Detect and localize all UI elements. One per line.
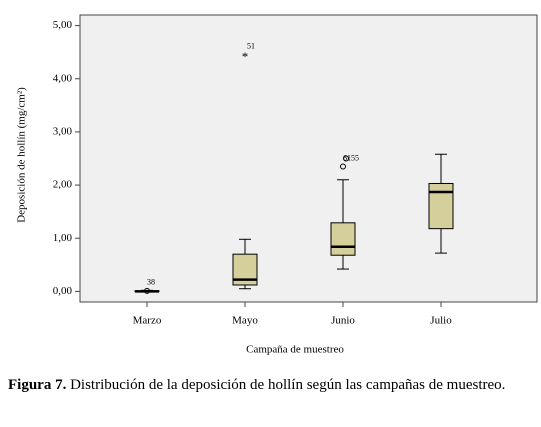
x-tick-label: Marzo xyxy=(133,315,162,327)
box xyxy=(330,222,356,256)
y-tick-label: 4,00 xyxy=(53,72,73,84)
y-tick-label: 2,00 xyxy=(53,179,73,191)
x-tick-label: Junio xyxy=(331,315,355,327)
y-axis-title: Deposición de hollín (mg/cm²) xyxy=(16,87,28,223)
outlier-label: 51 xyxy=(247,42,255,51)
outlier: * xyxy=(242,49,249,64)
caption-label: Figura 7. xyxy=(8,377,67,393)
plot-area xyxy=(79,14,538,303)
caption: Figura 7. Distribución de la deposición … xyxy=(8,376,530,395)
caption-text: Distribución de la deposición de hollín … xyxy=(70,377,506,393)
outlier xyxy=(144,287,150,294)
outlier xyxy=(340,163,346,170)
y-tick-label: 3,00 xyxy=(53,125,73,137)
chart: Deposición de hollín (mg/cm²) Campaña de… xyxy=(16,14,538,356)
box xyxy=(428,182,454,230)
x-tick-label: Mayo xyxy=(232,315,258,327)
x-tick-label: Julio xyxy=(430,315,452,327)
x-axis-title: Campaña de muestreo xyxy=(246,344,344,356)
y-tick-label: 0,00 xyxy=(53,285,73,297)
y-tick-label: 1,00 xyxy=(53,232,73,244)
outlier-label: 61 xyxy=(343,153,351,162)
outlier xyxy=(343,155,349,162)
outlier-label: 55 xyxy=(351,153,359,162)
y-tick-label: 5,00 xyxy=(53,19,73,31)
outlier-label: 38 xyxy=(147,278,155,287)
